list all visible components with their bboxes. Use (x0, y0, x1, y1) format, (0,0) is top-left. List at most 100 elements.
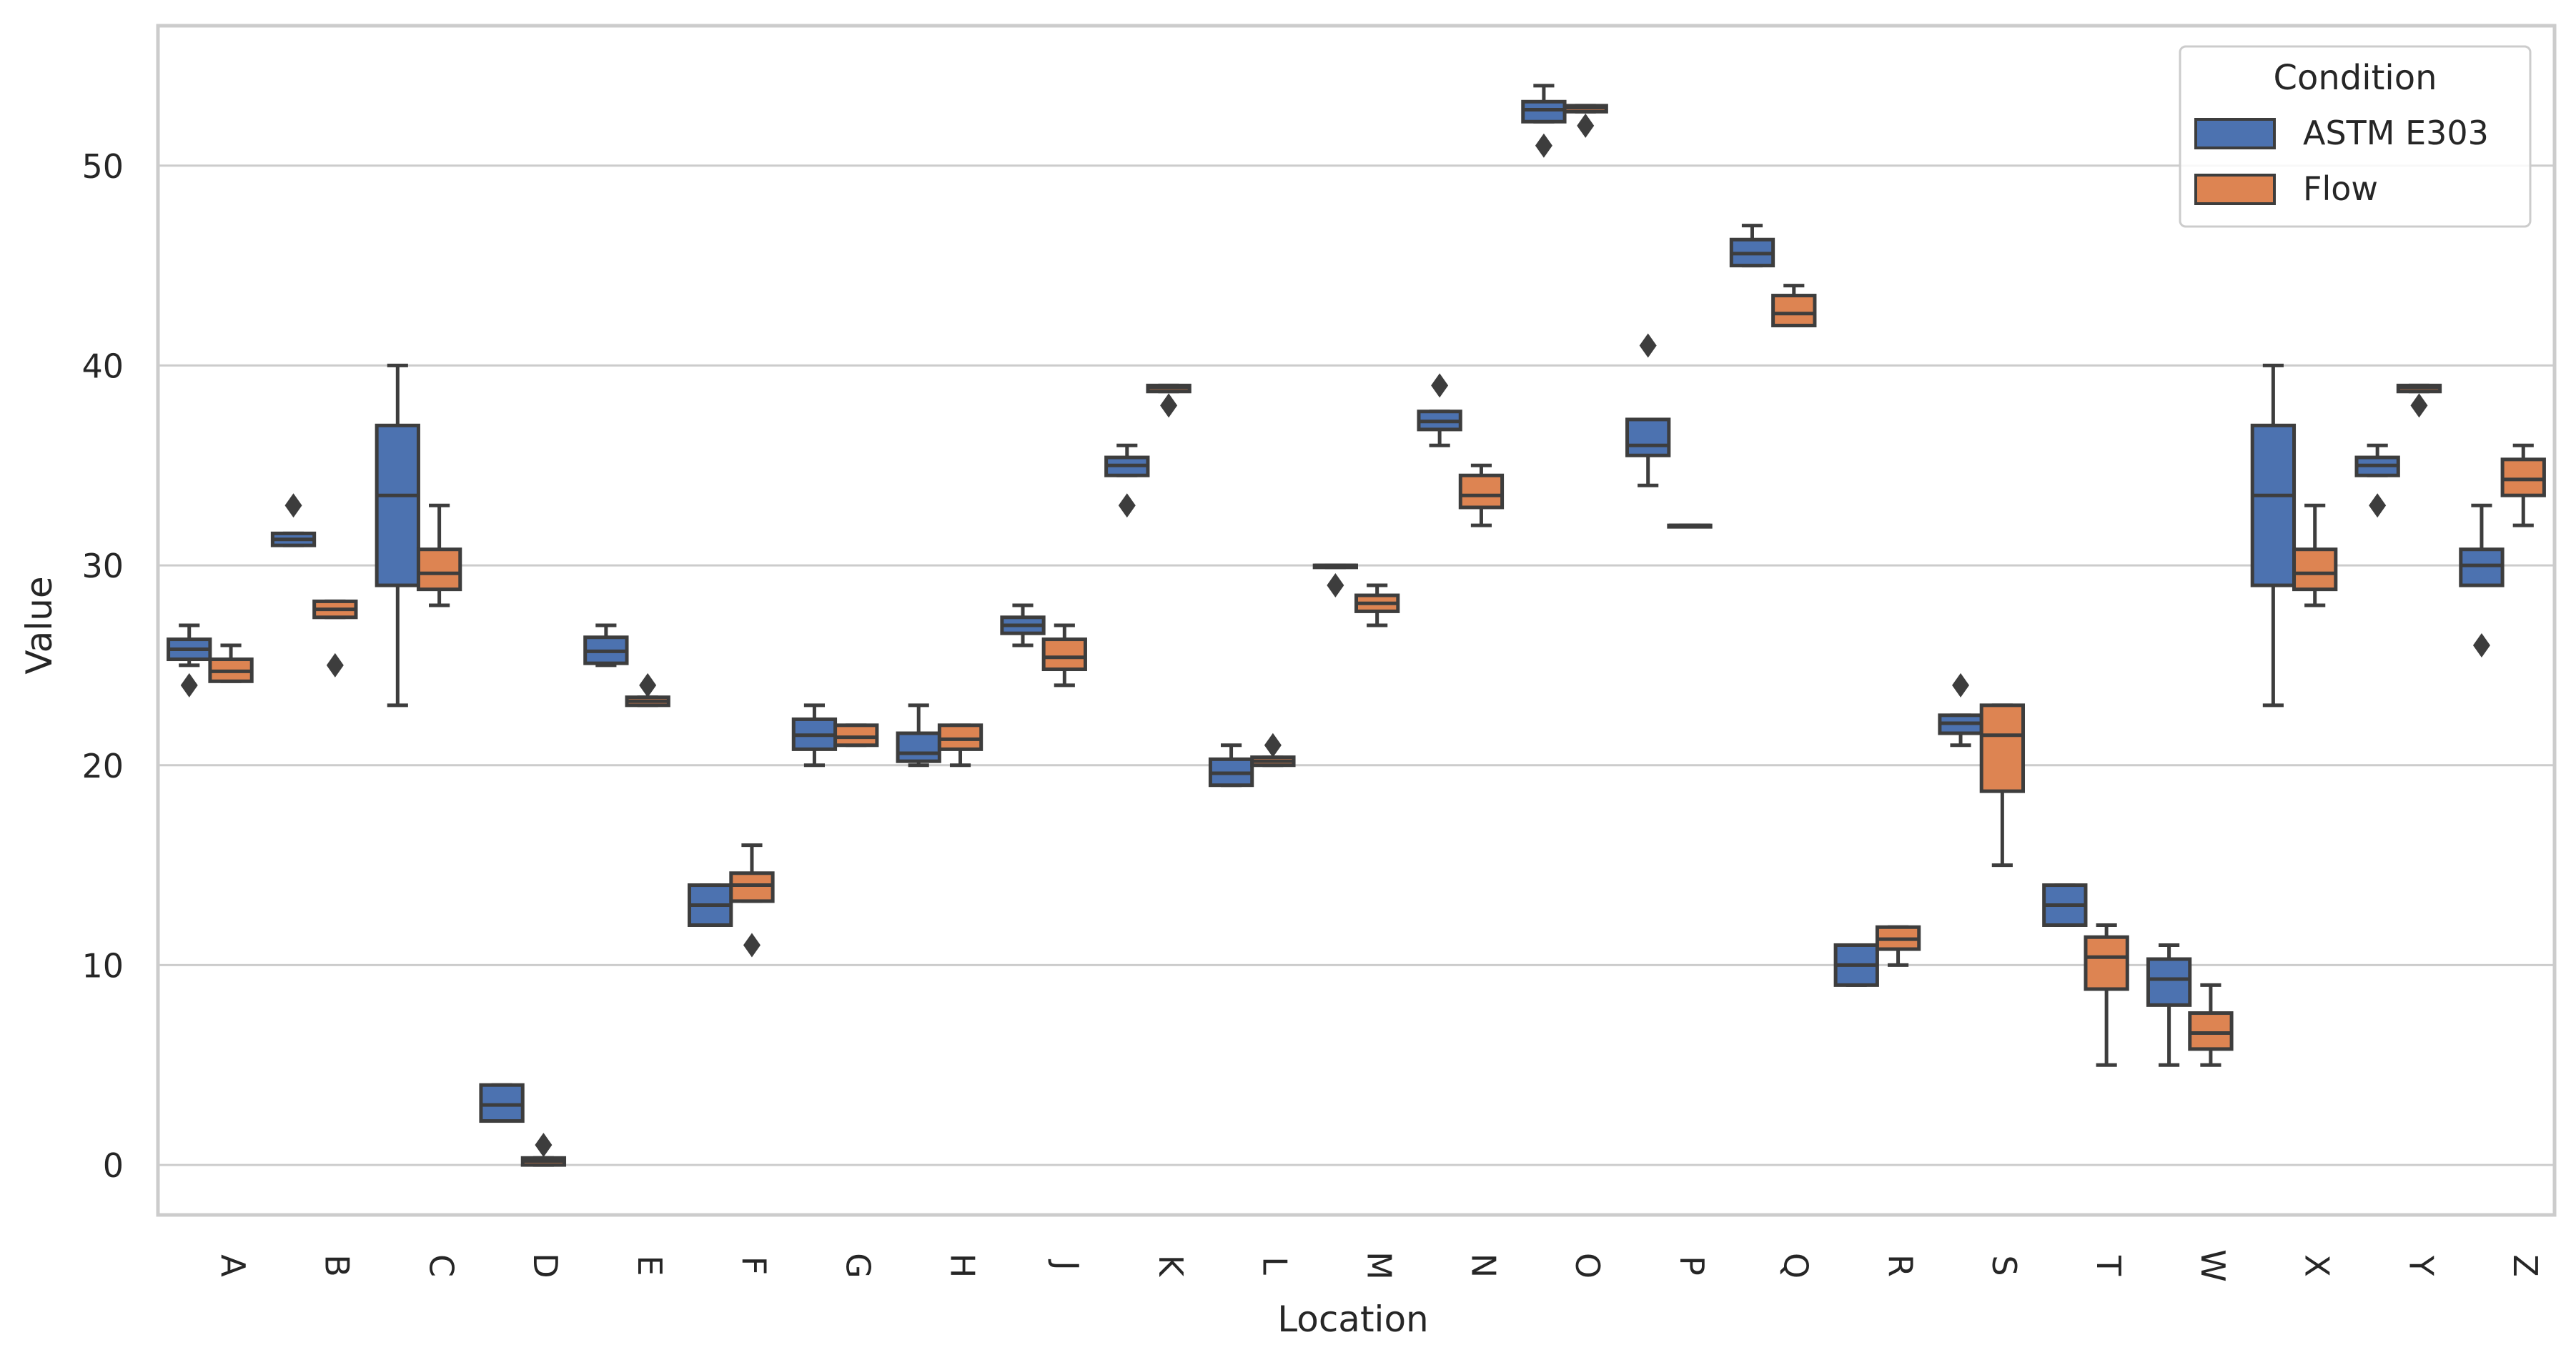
box-group (375, 363, 420, 708)
outlier-point (180, 672, 198, 698)
box-body (1041, 637, 1087, 672)
box-group (583, 623, 629, 667)
x-tick-label: A (214, 1254, 252, 1277)
x-tick-label: X (2298, 1254, 2337, 1277)
outlier-point (1639, 333, 1657, 358)
box-group (1458, 463, 1505, 527)
x-tick-label: D (526, 1253, 565, 1278)
box-group (625, 672, 670, 708)
x-tick-label: O (1568, 1253, 1607, 1279)
box-group (520, 1133, 567, 1167)
box-group (1146, 383, 1192, 418)
box-body (1625, 417, 1671, 457)
box-group (1562, 104, 1608, 138)
axis-layer: 0 10 20 30 40 50 A B C D E F G H J K L M N O P Q R S T W X Y Z (81, 24, 2557, 1282)
y-tick-label: 10 (81, 946, 124, 985)
box-body (1458, 473, 1505, 510)
box-group (2292, 503, 2338, 607)
outlier-point (1577, 113, 1595, 138)
box-group (270, 493, 317, 547)
legend-entry-label: Flow (2303, 169, 2378, 208)
box-group (416, 503, 462, 607)
outlier-point (743, 933, 761, 958)
box-group (937, 723, 984, 768)
box-group (479, 1083, 525, 1123)
x-tick-label: H (943, 1254, 981, 1279)
outlier-point (284, 493, 302, 518)
y-axis-label: Value (19, 576, 60, 674)
box-group (1729, 224, 1775, 268)
outlier-point (2472, 632, 2490, 657)
box-group (1875, 925, 1921, 967)
x-axis-label: Location (1277, 1299, 1428, 1340)
box-body (729, 871, 775, 903)
outlier-point (1431, 373, 1449, 398)
legend-title: Condition (2273, 58, 2437, 98)
box-group (167, 623, 212, 698)
box-group (1000, 603, 1046, 647)
legend-entry-label: ASTM E303 (2303, 114, 2489, 152)
outlier-point (1264, 733, 1282, 758)
box-group (1979, 703, 2026, 868)
x-tick-label: L (1256, 1256, 1294, 1275)
box-body (2292, 547, 2338, 592)
x-tick-label: Q (1777, 1253, 1815, 1279)
box-body (2188, 1011, 2234, 1051)
box-group (1208, 743, 1254, 788)
box-group (2084, 923, 2129, 1067)
box-body (1521, 99, 1567, 124)
box-group (1312, 563, 1359, 598)
box-group (1354, 583, 1400, 627)
outlier-point (535, 1133, 553, 1158)
box-group (1250, 733, 1296, 768)
box-body (375, 423, 420, 587)
box-layer (167, 84, 2546, 1167)
box-body (2250, 423, 2297, 587)
x-tick-label: E (630, 1255, 669, 1276)
plot-frame (156, 24, 2557, 1217)
box-body (416, 547, 462, 592)
box-group (791, 703, 838, 768)
x-tick-label: F (735, 1256, 773, 1275)
outlier-point (1160, 393, 1178, 418)
outlier-point (1952, 672, 1970, 698)
outlier-point (639, 672, 657, 698)
x-tick-label: G (839, 1253, 878, 1279)
box-group (2042, 883, 2088, 927)
box-body (1771, 294, 1817, 327)
y-tick-label: 30 (81, 547, 124, 585)
box-group (833, 723, 879, 748)
outlier-point (1118, 493, 1136, 518)
x-tick-label: C (422, 1254, 460, 1277)
box-body (2084, 935, 2129, 991)
box-group (1938, 672, 1983, 748)
x-tick-label: W (2194, 1249, 2232, 1281)
y-tick-label: 40 (81, 347, 124, 385)
box-group (1521, 84, 1567, 158)
box-group (1771, 284, 1817, 327)
x-tick-label: M (1360, 1251, 1399, 1280)
box-group (2250, 363, 2297, 708)
box-body (2500, 457, 2546, 497)
legend-swatch (2194, 174, 2276, 205)
box-body (2146, 957, 2192, 1007)
box-group (1417, 373, 1462, 447)
box-group (687, 883, 733, 927)
box-body (2459, 547, 2505, 587)
x-tick-label: S (1985, 1255, 2023, 1276)
x-tick-label: R (1881, 1254, 1919, 1277)
grid-layer (158, 164, 2555, 1166)
x-tick-label: T (2089, 1255, 2128, 1276)
box-group (2396, 383, 2442, 418)
outlier-point (1535, 133, 1552, 158)
box-body (937, 723, 984, 751)
outlier-point (326, 652, 344, 677)
box-group (208, 643, 254, 683)
legend-swatch (2194, 118, 2276, 149)
x-tick-label: J (1047, 1259, 1086, 1271)
x-tick-label: K (1151, 1255, 1190, 1278)
y-tick-label: 20 (81, 747, 124, 785)
outlier-point (2410, 393, 2428, 418)
